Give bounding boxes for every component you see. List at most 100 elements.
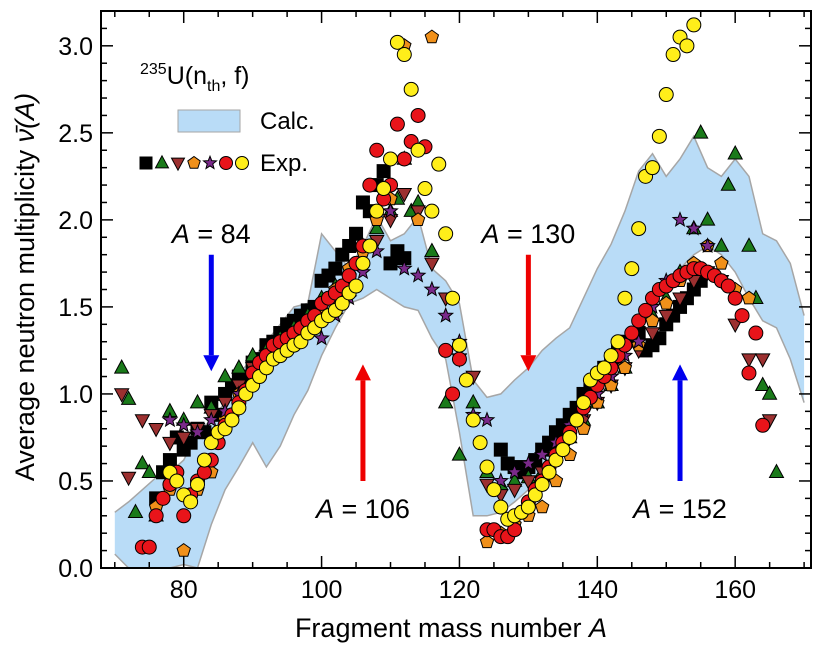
data-point-triangle-up bbox=[113, 359, 130, 374]
x-tick-label: 120 bbox=[439, 576, 481, 604]
data-point-square bbox=[162, 453, 177, 468]
data-point-circle bbox=[720, 278, 736, 294]
legend-marker-circle bbox=[219, 156, 233, 170]
data-point-triangle-down bbox=[113, 388, 130, 403]
legend-marker-square bbox=[139, 156, 153, 170]
data-point-star bbox=[313, 329, 330, 346]
y-tick-label: 2.0 bbox=[58, 207, 93, 235]
annotation-var: A bbox=[479, 219, 499, 249]
annotation-rest: = 106 bbox=[334, 494, 410, 524]
legend-band-swatch bbox=[177, 109, 241, 133]
annotation-var: A bbox=[631, 494, 651, 524]
data-point-pentagon bbox=[479, 534, 495, 549]
data-point-circle bbox=[424, 203, 440, 219]
annotation-var: A bbox=[170, 219, 190, 249]
data-point-square bbox=[397, 251, 412, 266]
data-point-triangle-up bbox=[217, 367, 233, 383]
data-point-triangle-up bbox=[231, 359, 247, 374]
data-point-pentagon bbox=[424, 29, 440, 44]
y-tick-label: 3.0 bbox=[58, 33, 93, 61]
data-point-triangle-up bbox=[741, 237, 757, 252]
data-point-circle bbox=[451, 337, 467, 353]
annotation-label-84: A = 84 bbox=[170, 219, 251, 249]
data-point-pentagon bbox=[659, 295, 674, 310]
data-point-circle bbox=[183, 494, 199, 510]
chart-title: 235U(nth, f) bbox=[140, 61, 250, 95]
data-point-triangle-down bbox=[175, 431, 192, 447]
data-point-circle bbox=[624, 261, 640, 277]
data-point-circle bbox=[376, 181, 392, 197]
data-point-triangle-up bbox=[424, 242, 440, 257]
legend-exp-label: Exp. bbox=[260, 150, 308, 177]
data-point-circle bbox=[665, 47, 681, 63]
data-point-pentagon bbox=[410, 212, 426, 226]
data-point-circle bbox=[596, 360, 612, 376]
annotation-label-152: A = 152 bbox=[631, 494, 727, 524]
data-point-triangle-up bbox=[141, 463, 158, 478]
data-point-triangle-up bbox=[127, 503, 144, 518]
data-point-triangle-up bbox=[713, 237, 730, 252]
data-point-square bbox=[493, 442, 508, 457]
data-point-star bbox=[437, 306, 455, 323]
data-point-circle bbox=[155, 490, 171, 506]
data-point-star bbox=[423, 280, 441, 297]
data-point-circle bbox=[624, 325, 640, 341]
y-axis-title: Average neutron multiplicity ν̄(A) bbox=[10, 93, 40, 481]
data-point-square bbox=[328, 261, 343, 276]
data-point-circle bbox=[438, 342, 454, 358]
y-tick-label: 0.5 bbox=[58, 468, 93, 496]
data-point-circle bbox=[610, 334, 626, 350]
data-point-circle bbox=[362, 177, 378, 193]
title-sub: th bbox=[207, 78, 220, 95]
data-point-circle bbox=[727, 290, 743, 306]
annotation-label-130: A = 130 bbox=[479, 219, 575, 249]
data-point-circle bbox=[548, 452, 564, 468]
data-point-circle bbox=[203, 435, 219, 451]
data-point-circle bbox=[334, 295, 350, 311]
data-point-triangle-up bbox=[692, 124, 709, 139]
data-point-circle bbox=[176, 508, 192, 524]
y-tick-label: 2.5 bbox=[58, 120, 93, 148]
data-point-triangle-down bbox=[727, 318, 744, 334]
data-point-circle bbox=[631, 313, 647, 329]
data-point-star bbox=[161, 411, 179, 428]
data-point-pentagon bbox=[714, 255, 729, 270]
data-point-star bbox=[671, 211, 689, 227]
data-point-circle bbox=[369, 142, 385, 158]
data-point-triangle-up bbox=[120, 390, 137, 405]
data-point-circle bbox=[520, 499, 536, 515]
data-point-circle bbox=[431, 156, 447, 172]
data-point-star bbox=[382, 202, 399, 219]
data-point-circle bbox=[403, 81, 419, 97]
data-point-circle bbox=[541, 464, 557, 480]
data-point-circle bbox=[383, 151, 399, 167]
legend: Calc. Exp. bbox=[139, 108, 315, 177]
data-point-circle bbox=[341, 268, 357, 284]
arrow-head-152 bbox=[672, 364, 689, 381]
data-point-circle bbox=[355, 255, 371, 271]
data-point-triangle-down bbox=[148, 423, 164, 438]
data-point-circle bbox=[472, 435, 488, 451]
data-point-circle bbox=[396, 151, 412, 167]
data-point-circle bbox=[231, 400, 247, 416]
data-point-triangle-down bbox=[644, 327, 661, 342]
data-point-circle bbox=[741, 365, 757, 381]
data-point-circle bbox=[389, 116, 405, 132]
data-point-star bbox=[175, 416, 193, 433]
y-tick-label: 1.0 bbox=[58, 381, 93, 409]
x-tick-label: 100 bbox=[301, 576, 343, 604]
title-tail: , f) bbox=[220, 62, 249, 90]
data-point-triangle-down bbox=[382, 214, 399, 229]
data-point-triangle-down bbox=[658, 309, 675, 325]
y-tick-label: 1.5 bbox=[58, 294, 93, 322]
data-point-circle bbox=[190, 476, 206, 492]
data-point-circle bbox=[362, 238, 378, 254]
data-point-circle bbox=[679, 38, 695, 54]
data-point-square bbox=[383, 256, 398, 271]
data-point-circle bbox=[396, 47, 412, 63]
data-point-triangle-down bbox=[396, 188, 413, 203]
data-point-triangle-up bbox=[720, 176, 737, 191]
data-point-circle bbox=[479, 459, 495, 475]
data-point-pentagon bbox=[741, 290, 757, 305]
